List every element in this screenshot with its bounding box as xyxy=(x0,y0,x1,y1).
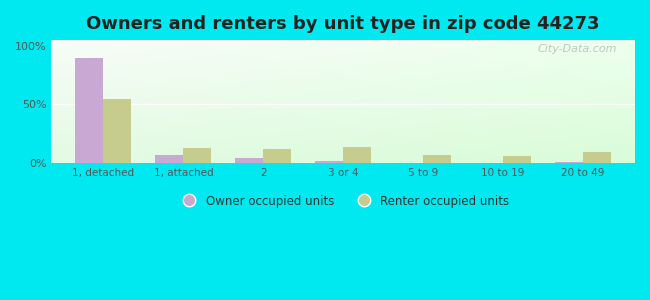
Bar xyxy=(315,160,343,163)
Text: City-Data.com: City-Data.com xyxy=(538,44,617,54)
Bar xyxy=(343,147,371,163)
Bar xyxy=(555,162,583,163)
Bar xyxy=(263,149,291,163)
Title: Owners and renters by unit type in zip code 44273: Owners and renters by unit type in zip c… xyxy=(86,15,600,33)
Bar xyxy=(75,58,103,163)
Bar xyxy=(423,155,451,163)
Bar xyxy=(583,152,611,163)
Bar xyxy=(155,155,183,163)
Bar xyxy=(235,158,263,163)
Bar xyxy=(503,156,531,163)
Bar xyxy=(103,99,131,163)
Bar xyxy=(183,148,211,163)
Legend: Owner occupied units, Renter occupied units: Owner occupied units, Renter occupied un… xyxy=(173,190,514,212)
